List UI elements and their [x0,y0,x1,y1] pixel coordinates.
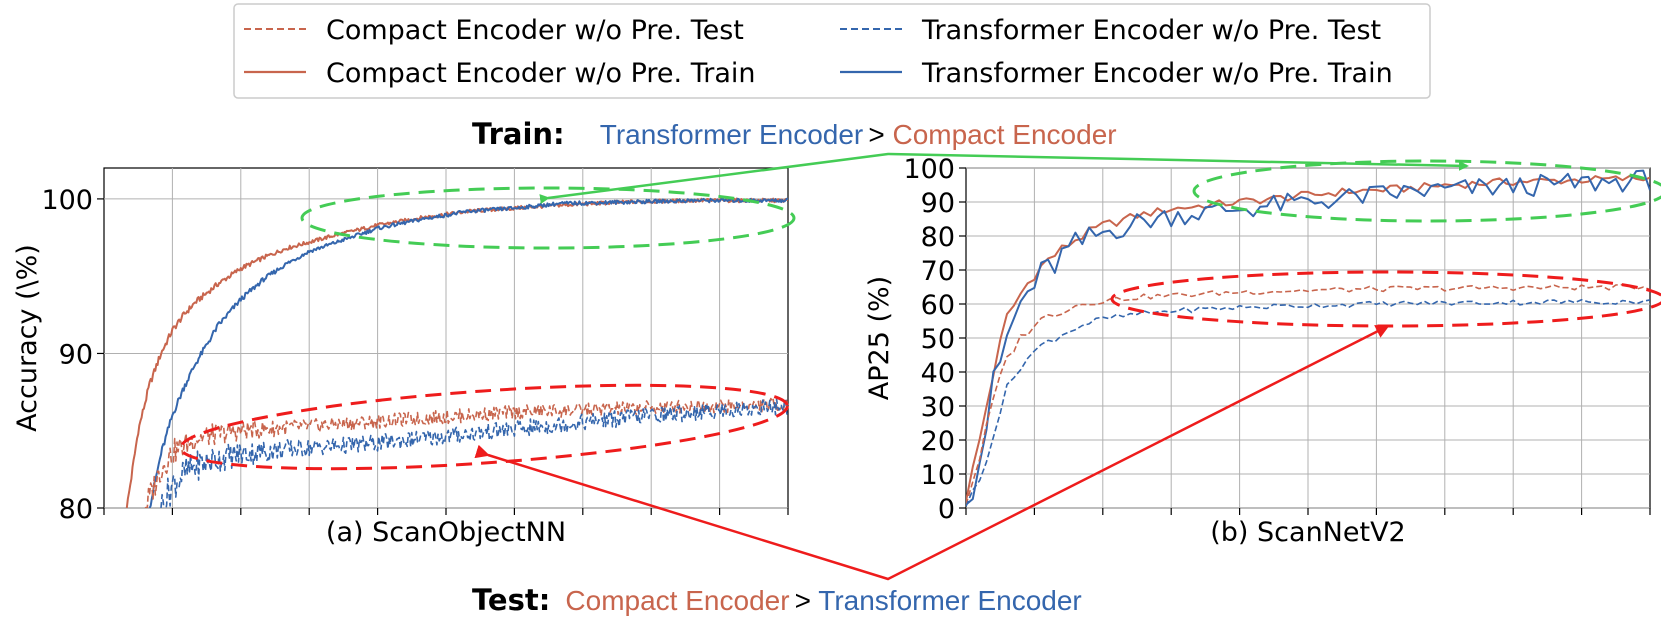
series-line-transformer-test [160,398,788,508]
series-line-compact-test [966,283,1650,505]
y-tick-label: 20 [921,426,955,457]
y-tick-label: 60 [921,290,955,321]
y-tick-label: 30 [921,392,955,423]
train-arrow [539,152,1469,204]
y-tick-label: 70 [921,256,955,287]
legend: Compact Encoder w/o Pre. Test Compact En… [233,3,1431,99]
test-ellipse-b [1110,270,1661,328]
test-ellipse-a [179,383,789,471]
panel-a-y-label: Accuracy (\%) [12,244,43,432]
y-tick-label: 0 [938,494,955,525]
y-tick-label: 40 [921,358,955,389]
test-annotation: Test: Compact Encoder > Transformer Enco… [472,583,1082,617]
test-second: Transformer Encoder [818,585,1082,616]
legend-label-compact-test: Compact Encoder w/o Pre. Test [326,15,744,46]
panel-b-grid [966,167,1650,509]
legend-frame [233,3,1431,99]
panel-b-y-label: AP25 (%) [864,276,895,400]
y-tick-label: 80 [921,222,955,253]
legend-label-compact-train: Compact Encoder w/o Pre. Train [326,58,756,89]
test-sep: > [795,585,819,616]
highlights [179,159,1661,471]
y-tick-label: 50 [921,324,955,355]
test-first: Compact Encoder [565,585,789,616]
legend-label-transformer-train: Transformer Encoder w/o Pre. Train [921,58,1393,89]
panel-a-y-ticks: 80 90 100 [41,185,789,525]
panel-a-series [125,197,788,508]
panel-a-caption: (a) ScanObjectNN [326,517,566,548]
train-second: Compact Encoder [892,119,1116,150]
y-tick-label: 80 [59,494,93,525]
y-tick-label: 100 [903,154,955,185]
panel-a-chart: 80 90 100 Accuracy (\%) (a) ScanObjectNN [12,167,789,548]
y-tick-label: 100 [41,185,93,216]
legend-label-transformer-test: Transformer Encoder w/o Pre. Test [921,15,1381,46]
test-arrow [474,324,1390,581]
panel-b-caption: (b) ScanNetV2 [1210,517,1405,548]
train-sep: > [868,119,892,150]
train-prefix: Train: [472,117,565,151]
y-tick-label: 10 [921,460,955,491]
train-annotation: Train: Transformer Encoder > Compact Enc… [472,117,1117,151]
test-prefix: Test: [472,583,550,617]
y-tick-label: 90 [59,339,93,370]
y-tick-label: 90 [921,188,955,219]
arrows [474,152,1469,581]
train-first: Transformer Encoder [600,119,864,150]
